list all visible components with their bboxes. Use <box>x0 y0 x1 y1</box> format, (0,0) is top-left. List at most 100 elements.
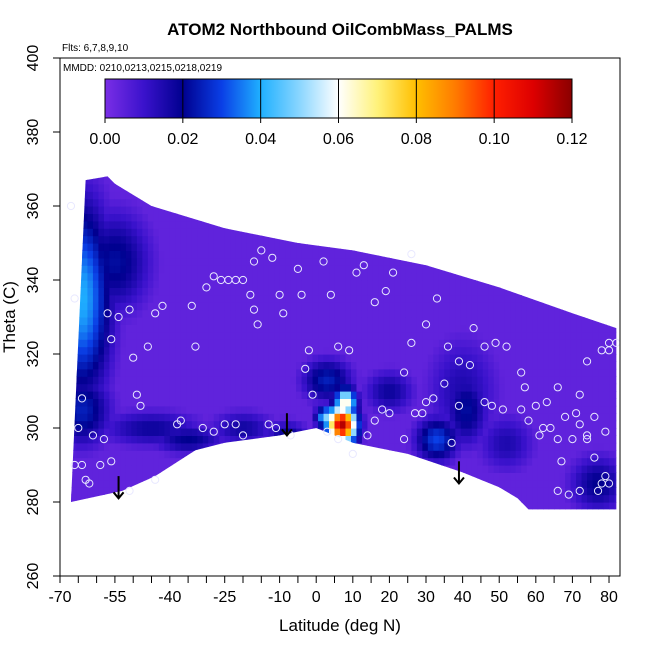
heatmap-cell <box>521 391 528 399</box>
heatmap-cell <box>345 228 352 237</box>
heatmap-cell <box>405 235 412 244</box>
heatmap-cell <box>422 361 429 370</box>
heatmap-cell <box>532 250 539 259</box>
heatmap-cell <box>345 309 352 318</box>
heatmap-cell <box>197 287 204 296</box>
heatmap-cell <box>449 494 456 503</box>
heatmap-cell <box>532 191 539 200</box>
heatmap-cell <box>367 383 374 392</box>
heatmap-cell <box>125 405 132 414</box>
heatmap-cell <box>285 383 292 392</box>
heatmap-cell <box>81 257 89 266</box>
heatmap-cell <box>543 346 550 355</box>
heatmap-cell <box>318 294 325 303</box>
heatmap-cell <box>482 250 489 259</box>
heatmap-cell <box>114 213 121 222</box>
heatmap-cell <box>252 176 259 177</box>
heatmap-cell <box>323 206 330 214</box>
heatmap-cell <box>537 398 544 407</box>
heatmap-cell <box>76 502 83 510</box>
heatmap-cell <box>70 391 72 399</box>
heatmap-cell <box>230 309 237 318</box>
heatmap-cell <box>323 457 330 466</box>
heatmap-cell <box>169 309 176 318</box>
heatmap-cell <box>411 331 418 340</box>
heatmap-cell <box>493 324 500 333</box>
heatmap-cell <box>587 317 594 325</box>
heatmap-cell <box>70 442 72 451</box>
heatmap-cell <box>340 383 347 392</box>
heatmap-cell <box>488 479 495 488</box>
heatmap-cell <box>521 250 528 259</box>
heatmap-cell <box>301 176 308 185</box>
heatmap-cell <box>372 287 380 296</box>
heatmap-cell <box>565 220 572 229</box>
heatmap-cell <box>224 428 231 436</box>
heatmap-cell <box>340 457 347 466</box>
heatmap-cell <box>614 465 617 473</box>
heatmap-cell <box>318 376 325 385</box>
heatmap-cell <box>576 317 583 325</box>
heatmap-cell <box>126 162 132 170</box>
heatmap-cell <box>87 368 94 377</box>
heatmap-cell <box>460 428 467 436</box>
heatmap-cell <box>554 494 561 503</box>
heatmap-cell <box>559 472 566 481</box>
heatmap-cell <box>482 228 489 237</box>
heatmap-cell <box>504 494 511 503</box>
heatmap-cell <box>482 309 489 318</box>
heatmap-cell <box>438 198 445 207</box>
heatmap-cell <box>290 265 297 274</box>
heatmap-cell <box>466 346 473 355</box>
heatmap-cell <box>466 472 473 481</box>
heatmap-cell <box>378 479 385 488</box>
heatmap-cell <box>488 250 495 259</box>
heatmap-cell <box>460 465 467 473</box>
heatmap-cell <box>109 487 116 496</box>
heatmap-cell <box>180 398 187 407</box>
heatmap-cell <box>559 228 566 237</box>
heatmap-cell <box>87 220 94 229</box>
heatmap-cell <box>125 391 132 399</box>
heatmap-cell <box>471 428 478 436</box>
heatmap-cell <box>175 457 182 466</box>
heatmap-cell <box>153 442 160 451</box>
heatmap-cell <box>191 272 198 281</box>
heatmap-cell <box>153 235 160 244</box>
heatmap-cell <box>614 487 617 496</box>
heatmap-cell <box>455 243 462 251</box>
heatmap-cell <box>488 494 495 503</box>
heatmap-cell <box>609 487 616 496</box>
heatmap-cell <box>526 257 533 266</box>
heatmap-cell <box>235 346 242 355</box>
heatmap-cell <box>131 502 138 510</box>
heatmap-cell <box>372 465 380 473</box>
heatmap-cell <box>361 220 369 229</box>
heatmap-cell <box>466 354 473 362</box>
heatmap-cell <box>488 450 495 459</box>
heatmap-cell <box>570 391 577 399</box>
heatmap-cell <box>548 250 555 259</box>
heatmap-cell <box>230 250 237 259</box>
heatmap-cell <box>153 376 160 385</box>
heatmap-cell <box>241 309 248 318</box>
heatmap-cell <box>493 228 500 237</box>
heatmap-cell <box>60 228 66 236</box>
heatmap-cell <box>109 287 116 296</box>
heatmap-cell <box>274 228 281 237</box>
heatmap-cell <box>60 236 66 244</box>
heatmap-cell <box>609 176 616 185</box>
heatmap-cell <box>219 479 226 488</box>
heatmap-cell <box>565 162 571 170</box>
heatmap-cell <box>224 487 231 496</box>
heatmap-cell <box>471 302 478 311</box>
heatmap-cell <box>587 442 594 451</box>
heatmap-cell <box>268 479 275 488</box>
heatmap-cell <box>493 309 500 318</box>
heatmap-cell <box>197 428 204 436</box>
heatmap-cell <box>318 228 325 237</box>
heatmap-cell <box>350 428 358 436</box>
heatmap-cell <box>559 354 566 362</box>
heatmap-cell <box>87 302 94 311</box>
heatmap-cell <box>312 450 319 459</box>
